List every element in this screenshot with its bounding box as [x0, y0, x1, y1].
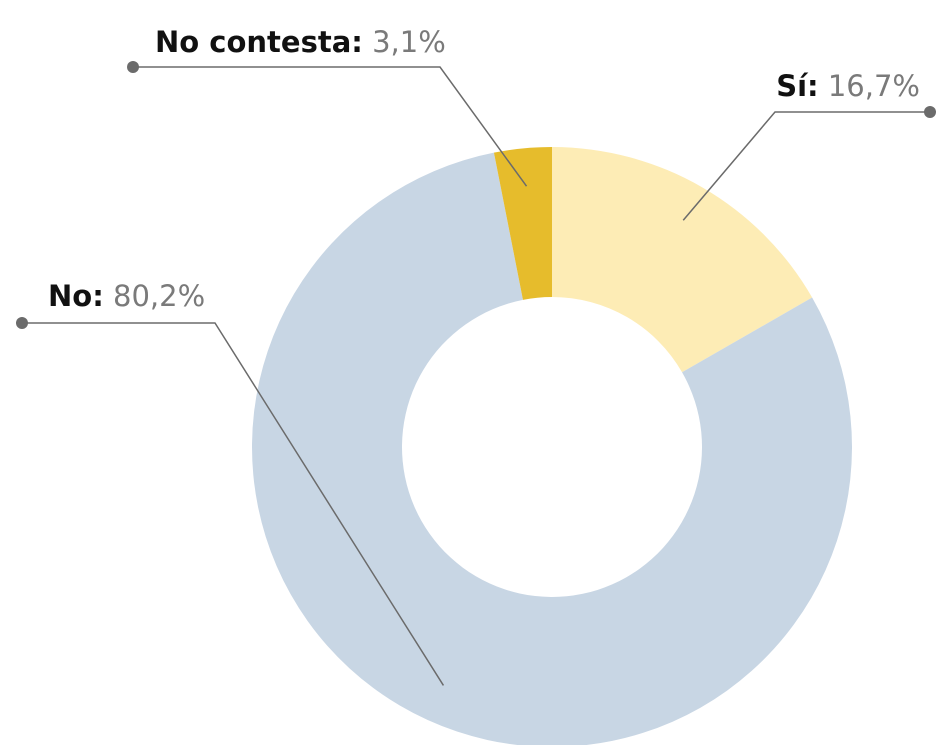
slice-label: No contesta: 3,1% — [155, 25, 446, 59]
value-label: 80,2% — [113, 279, 205, 313]
leader-dot — [127, 61, 139, 73]
donut-slice — [493, 147, 552, 300]
category-label: No contesta: — [155, 25, 363, 59]
value-label: 16,7% — [828, 69, 920, 103]
slice-label: Sí: 16,7% — [776, 69, 920, 103]
leader-dot — [16, 317, 28, 329]
donut-slice — [552, 147, 813, 373]
leader-line — [133, 66, 528, 187]
donut-slice — [252, 152, 852, 745]
leader-dot — [924, 106, 936, 118]
leader-line — [22, 322, 445, 686]
category-label: No: — [48, 279, 104, 313]
value-label: 3,1% — [372, 25, 446, 59]
category-label: Sí: — [776, 69, 818, 103]
slice-label: No: 80,2% — [48, 279, 205, 313]
leader-line — [682, 111, 930, 221]
